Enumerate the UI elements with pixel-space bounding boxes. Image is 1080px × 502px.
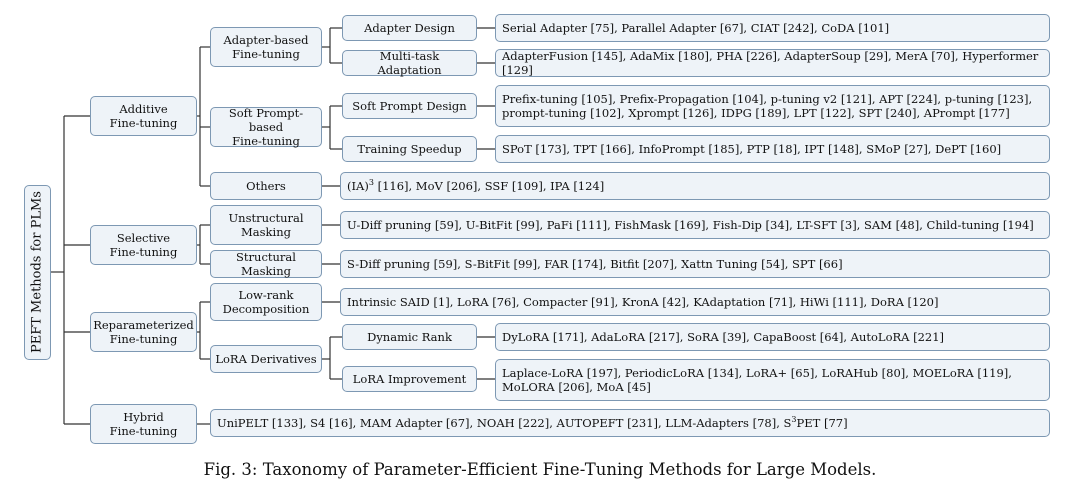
topic-dynamic-rank: Dynamic Rank (342, 324, 477, 350)
methods-text-part: (IA) (347, 179, 369, 193)
subcategory-lora-derivatives: LoRA Derivatives (210, 345, 322, 373)
methods-text: Intrinsic SAID [1], LoRA [76], Compacter… (347, 295, 939, 309)
topic-lora-improvement: LoRA Improvement (342, 366, 477, 392)
methods-text: DyLoRA [171], AdaLoRA [217], SoRA [39], … (502, 330, 945, 344)
subcategory-label: LoRA Derivatives (215, 352, 317, 366)
subcategory-unstructural-masking: Unstructural Masking (210, 205, 322, 245)
methods-text: (IA)3 [116], MoV [206], SSF [109], IPA [… (347, 179, 604, 193)
subcategory-label: Adapter-based Fine-tuning (223, 33, 309, 61)
subcategory-soft-prompt-based: Soft Prompt-based Fine-tuning (210, 106, 322, 148)
methods-text: SPoT [173], TPT [166], InfoPrompt [185],… (502, 142, 1002, 156)
subcategory-label: Low-rank Decomposition (222, 288, 310, 316)
methods-text-part: PET [77] (796, 416, 848, 430)
topic-label: LoRA Improvement (352, 372, 467, 386)
methods-structural-masking: S-Diff pruning [59], S-BitFit [99], FAR … (340, 250, 1050, 278)
category-reparameterized: Reparameterized Fine-tuning (90, 312, 197, 352)
methods-multi-task-adaptation: AdapterFusion [145], AdaMix [180], PHA [… (495, 49, 1050, 77)
category-selective: Selective Fine-tuning (90, 225, 197, 265)
category-hybrid: Hybrid Fine-tuning (90, 404, 197, 444)
category-additive: Additive Fine-tuning (90, 96, 197, 136)
methods-adapter-design: Serial Adapter [75], Parallel Adapter [6… (495, 14, 1050, 42)
methods-training-speedup: SPoT [173], TPT [166], InfoPrompt [185],… (495, 135, 1050, 163)
methods-text-part: [116], MoV [206], SSF [109], IPA [124] (373, 179, 605, 193)
subcategory-structural-masking: Structural Masking (210, 250, 322, 278)
methods-unstructural-masking: U-Diff pruning [59], U-BitFit [99], PaFi… (340, 211, 1050, 239)
figure-caption: Fig. 3: Taxonomy of Parameter-Efficient … (203, 460, 877, 479)
subcategory-others: Others (210, 172, 322, 200)
topic-label: Multi-task Adaptation (377, 49, 442, 77)
methods-text: UniPELT [133], S4 [16], MAM Adapter [67]… (217, 416, 848, 430)
subcategory-low-rank-decomposition: Low-rank Decomposition (210, 283, 322, 321)
topic-label: Soft Prompt Design (352, 99, 467, 113)
subcategory-label: Soft Prompt-based Fine-tuning (228, 106, 304, 148)
methods-text-part: UniPELT [133], S4 [16], MAM Adapter [67]… (217, 416, 792, 430)
category-label: Hybrid Fine-tuning (109, 410, 178, 438)
topic-label: Training Speedup (357, 142, 462, 156)
methods-text: Prefix-tuning [105], Prefix-Propagation … (502, 92, 1033, 120)
category-label: Additive Fine-tuning (109, 102, 178, 130)
methods-text: S-Diff pruning [59], S-BitFit [99], FAR … (347, 257, 843, 271)
topic-adapter-design: Adapter Design (342, 15, 477, 41)
methods-lora-improvement: Laplace-LoRA [197], PeriodicLoRA [134], … (495, 359, 1050, 401)
category-label: Selective Fine-tuning (109, 231, 178, 259)
methods-text: Laplace-LoRA [197], PeriodicLoRA [134], … (502, 366, 1012, 394)
topic-multi-task-adaptation: Multi-task Adaptation (342, 49, 477, 77)
methods-hybrid: UniPELT [133], S4 [16], MAM Adapter [67]… (210, 409, 1050, 437)
methods-soft-prompt-design: Prefix-tuning [105], Prefix-Propagation … (495, 85, 1050, 127)
subcategory-adapter-based: Adapter-based Fine-tuning (210, 27, 322, 67)
root-node: PEFT Methods for PLMs (24, 185, 51, 360)
methods-text: AdapterFusion [145], AdaMix [180], PHA [… (502, 49, 1039, 77)
root-label: PEFT Methods for PLMs (29, 191, 45, 354)
topic-label: Dynamic Rank (367, 330, 452, 344)
subcategory-label: Others (246, 179, 286, 193)
methods-others: (IA)3 [116], MoV [206], SSF [109], IPA [… (340, 172, 1050, 200)
superscript: 3 (368, 178, 374, 188)
methods-low-rank-decomposition: Intrinsic SAID [1], LoRA [76], Compacter… (340, 288, 1050, 316)
topic-soft-prompt-design: Soft Prompt Design (342, 93, 477, 119)
topic-training-speedup: Training Speedup (342, 136, 477, 162)
methods-text: U-Diff pruning [59], U-BitFit [99], PaFi… (347, 218, 1034, 232)
methods-dynamic-rank: DyLoRA [171], AdaLoRA [217], SoRA [39], … (495, 323, 1050, 351)
topic-label: Adapter Design (364, 21, 455, 35)
subcategory-label: Unstructural Masking (228, 211, 304, 239)
subcategory-label: Structural Masking (236, 250, 296, 278)
category-label: Reparameterized Fine-tuning (93, 318, 194, 346)
methods-text: Serial Adapter [75], Parallel Adapter [6… (502, 21, 890, 35)
superscript: 3 (791, 415, 797, 425)
